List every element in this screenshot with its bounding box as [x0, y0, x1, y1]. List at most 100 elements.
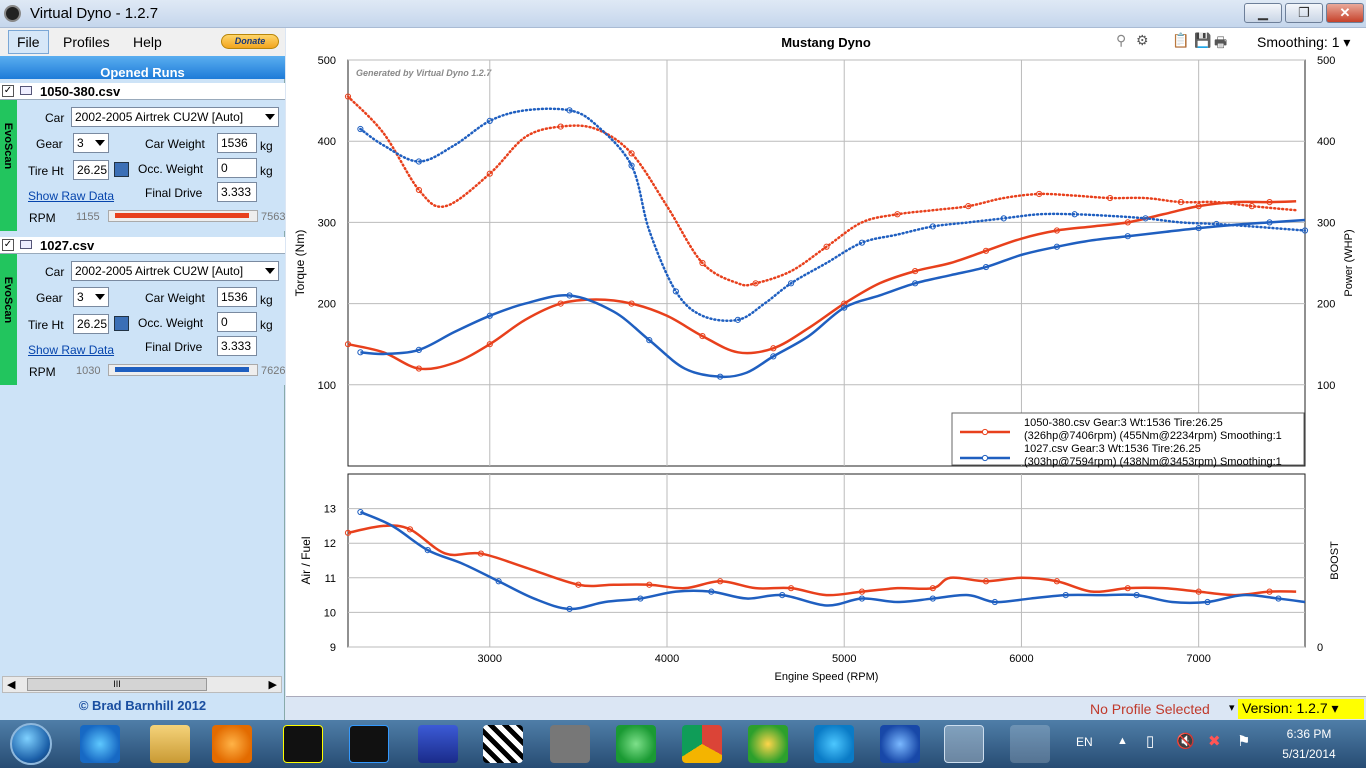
chevron-down-icon[interactable]: ▾ — [1229, 702, 1235, 714]
skype-icon[interactable] — [814, 725, 854, 763]
gear-select[interactable]: 3 — [73, 133, 109, 153]
calculator-icon[interactable] — [114, 316, 129, 331]
action-center-icon[interactable]: ⚑ — [1237, 733, 1251, 750]
save-icon[interactable]: 💾 — [1194, 32, 1212, 48]
afr-tick-label: 11 — [325, 573, 336, 585]
data-point — [557, 300, 564, 307]
rpm-min-value: 1030 — [76, 365, 101, 377]
car-weight-input[interactable]: 1536 — [217, 287, 257, 307]
data-point — [357, 125, 364, 133]
gear-value: 3 — [77, 136, 84, 150]
profile-status[interactable]: No Profile Selected — [1090, 701, 1210, 717]
data-point — [912, 268, 919, 275]
chevron-down-icon — [265, 114, 275, 120]
show-raw-data-link[interactable]: Show Raw Data — [28, 189, 115, 203]
maximize-button[interactable]: ❐ — [1285, 3, 1323, 23]
afr-series-line — [359, 510, 1306, 611]
car-select[interactable]: 2002-2005 Airtrek CU2W [Auto] — [71, 261, 279, 281]
scroll-left-icon[interactable]: ◀ — [7, 679, 16, 691]
series-line-torque — [359, 107, 1307, 322]
calculator-icon[interactable] — [114, 162, 129, 177]
menu-help[interactable]: Help — [133, 34, 162, 50]
mail-icon[interactable] — [616, 725, 656, 763]
tire-height-input[interactable]: 26.25 — [73, 160, 109, 180]
version-dropdown[interactable]: Version: 1.2.7 ▾ — [1238, 699, 1364, 719]
car-weight-input[interactable]: 1536 — [217, 133, 257, 153]
rpm-range-slider[interactable] — [108, 210, 258, 222]
network-disconnected-icon[interactable]: ✖ — [1208, 733, 1221, 750]
gear-value: 3 — [77, 290, 84, 304]
run-visible-checkbox[interactable]: ✓ — [2, 85, 14, 97]
floppy-icon[interactable] — [418, 725, 458, 763]
smoothing-dropdown[interactable]: Smoothing: 1 ▾ — [1257, 34, 1350, 51]
occ-weight-input[interactable]: 0 — [217, 158, 257, 178]
y2-tick-label: 300 — [1317, 217, 1335, 229]
data-point — [1275, 595, 1282, 602]
tire-height-input[interactable]: 26.25 — [73, 314, 109, 334]
data-point — [357, 349, 364, 356]
clock-time[interactable]: 6:36 PM — [1286, 727, 1332, 741]
rpm-range-fill — [115, 213, 249, 218]
data-point — [841, 304, 848, 311]
rpm-range-slider[interactable] — [108, 364, 258, 376]
fcon-sz-icon[interactable] — [349, 725, 389, 763]
tray-expand-icon[interactable]: ▲ — [1117, 735, 1128, 747]
data-point — [1053, 243, 1060, 250]
virtual-dyno-taskbar-icon[interactable] — [944, 725, 984, 763]
car-select[interactable]: 2002-2005 Airtrek CU2W [Auto] — [71, 107, 279, 127]
final-drive-label: Final Drive — [145, 340, 203, 354]
donate-button[interactable]: Donate — [221, 34, 279, 49]
print-icon[interactable]: 🖶 — [1214, 34, 1228, 50]
start-button[interactable] — [10, 723, 52, 765]
ie-icon[interactable] — [80, 725, 120, 763]
menu-profiles[interactable]: Profiles — [63, 34, 110, 50]
data-point — [770, 345, 777, 352]
scroll-right-icon[interactable]: ▶ — [268, 679, 277, 691]
y2-axis-label: Power (WHP) — [1343, 229, 1355, 296]
chevron-down-icon — [95, 140, 105, 146]
gear-select[interactable]: 3 — [73, 287, 109, 307]
car-weight-unit: kg — [260, 293, 273, 307]
data-point — [752, 280, 759, 287]
show-raw-data-link[interactable]: Show Raw Data — [28, 343, 115, 357]
final-drive-input[interactable]: 3.333 — [217, 182, 257, 202]
chip-icon[interactable] — [1010, 725, 1050, 763]
occ-weight-input[interactable]: 0 — [217, 312, 257, 332]
fcon-pro-icon[interactable] — [283, 725, 323, 763]
x-tick-label: 3000 — [478, 653, 502, 665]
clock-date[interactable]: 5/31/2014 — [1282, 747, 1336, 761]
language-indicator[interactable]: EN — [1076, 735, 1093, 749]
copy-icon[interactable]: 📋 — [1172, 32, 1190, 48]
car-weight-unit: kg — [260, 139, 273, 153]
settings-icon[interactable]: ⚙ — [1136, 32, 1149, 48]
menu-file[interactable]: File — [8, 30, 49, 54]
status-bar: No Profile Selected ▾ Version: 1.2.7 ▾ — [286, 696, 1366, 720]
network-globe-icon[interactable] — [880, 725, 920, 763]
y-axis-label: Torque (Nm) — [293, 230, 307, 297]
final-drive-label: Final Drive — [145, 186, 203, 200]
tire-height-label: Tire Ht — [28, 318, 64, 332]
final-drive-input[interactable]: 3.333 — [217, 336, 257, 356]
data-point — [646, 581, 653, 588]
chrome-icon[interactable] — [682, 725, 722, 763]
close-button[interactable]: ✕ — [1326, 3, 1364, 23]
scroll-thumb[interactable]: III — [27, 678, 207, 691]
explorer-icon[interactable] — [150, 725, 190, 763]
car-value: 2002-2005 Airtrek CU2W [Auto] — [75, 110, 244, 124]
horizontal-scrollbar[interactable]: ◀ III ▶ — [2, 676, 282, 693]
volume-muted-icon[interactable]: 🔇 — [1176, 733, 1195, 750]
icq-icon[interactable] — [748, 725, 788, 763]
data-point — [575, 581, 582, 588]
zoom-icon[interactable]: ⚲ — [1116, 32, 1127, 48]
ecu-icon[interactable] — [550, 725, 590, 763]
media-player-icon[interactable] — [212, 725, 252, 763]
occ-weight-unit: kg — [260, 318, 273, 332]
motec-icon[interactable] — [483, 725, 523, 763]
data-point — [929, 223, 936, 230]
afr-series-line — [347, 524, 1297, 597]
file-icon — [20, 86, 32, 95]
chevron-down-icon: ▾ — [1343, 34, 1351, 50]
battery-icon[interactable]: ▯ — [1146, 733, 1155, 750]
minimize-button[interactable]: ▁ — [1244, 3, 1282, 23]
run-visible-checkbox[interactable]: ✓ — [2, 239, 14, 251]
